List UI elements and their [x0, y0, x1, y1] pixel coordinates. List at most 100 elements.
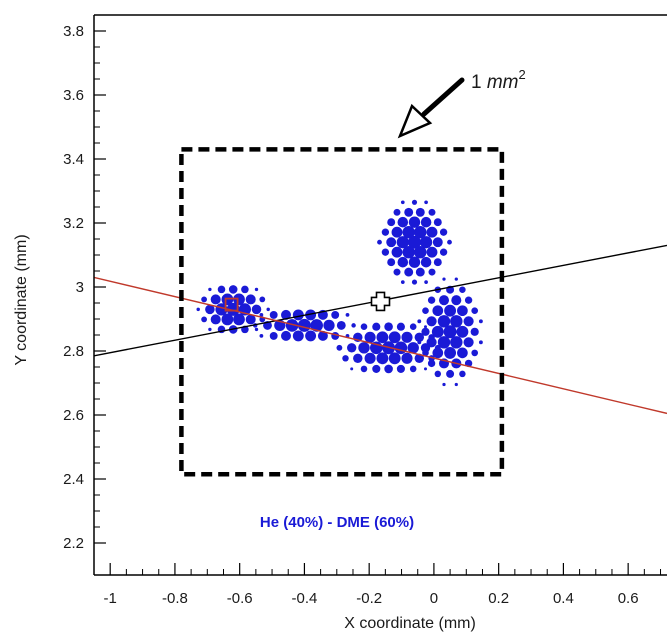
data-point [442, 277, 446, 281]
data-point [450, 315, 463, 328]
y-tick-labels: 2.2 2.4 2.6 2.8 3 3.2 3.4 3.6 3.8 [63, 23, 84, 552]
data-point [388, 352, 401, 365]
callout-label: 1 mm2 [471, 67, 526, 93]
data-point [391, 246, 403, 258]
data-point [442, 382, 446, 387]
data-point [381, 228, 390, 236]
x-tick-label: -1 [104, 590, 117, 607]
data-point [404, 207, 414, 217]
data-point [451, 295, 462, 306]
data-point [351, 323, 356, 328]
data-point [478, 340, 483, 345]
data-point [388, 331, 401, 344]
data-point [245, 314, 256, 325]
data-point [408, 216, 421, 228]
legend-label: He (40%) - DME (60%) [260, 514, 414, 531]
data-point [402, 225, 415, 239]
data-point [205, 304, 215, 315]
data-point [376, 352, 389, 365]
data-point [464, 296, 473, 304]
data-point [384, 364, 393, 374]
callout-arrow [397, 77, 465, 139]
callout-unit: mm [487, 72, 519, 93]
data-point [310, 319, 323, 332]
x-axis-title: X coordinate (mm) [344, 615, 476, 632]
data-point [415, 207, 425, 217]
data-point [432, 237, 443, 248]
data-point [426, 226, 438, 238]
data-point [454, 277, 458, 281]
data-point [438, 295, 450, 306]
data-point [459, 370, 466, 378]
y-tick-label: 3.2 [63, 215, 84, 232]
data-point [336, 344, 343, 351]
data-point [384, 322, 393, 332]
data-point [444, 304, 457, 317]
data-point [372, 364, 381, 373]
data-point [376, 331, 389, 344]
data-point [400, 280, 405, 284]
y-tick-label: 3.4 [63, 151, 84, 168]
data-point [454, 382, 458, 387]
data-point [433, 258, 442, 267]
data-point [358, 342, 370, 354]
data-point [415, 267, 425, 277]
data-point [426, 337, 437, 348]
data-point [437, 315, 451, 328]
data-point [342, 355, 349, 362]
data-point [431, 325, 444, 338]
data-point [463, 316, 474, 327]
data-point [419, 236, 433, 249]
data-point [226, 302, 240, 316]
x-tick-labels: -1 -0.8 -0.6 -0.4 -0.2 0 0.2 0.4 0.6 [104, 590, 639, 607]
data-point [401, 331, 413, 343]
data-point [353, 353, 363, 364]
data-point [391, 226, 403, 238]
data-point [305, 330, 317, 342]
data-point [463, 337, 474, 348]
data-point [424, 367, 427, 371]
data-point [393, 208, 401, 216]
data-point [450, 336, 463, 349]
data-point [414, 353, 425, 364]
data-point [408, 235, 421, 249]
data-point [305, 309, 317, 321]
data-point [254, 287, 259, 292]
data-point [397, 256, 409, 268]
callout-exponent: 2 [519, 67, 526, 82]
centroid-cross-marker [370, 291, 391, 312]
data-point [285, 319, 299, 332]
data-point [201, 316, 207, 323]
data-point [470, 327, 479, 336]
data-point [233, 293, 245, 306]
data-point [471, 349, 479, 357]
data-point [317, 330, 328, 341]
data-point [433, 218, 442, 227]
x-tick-label: -0.6 [227, 590, 253, 607]
data-point [471, 307, 479, 315]
data-point [292, 330, 304, 342]
data-point [427, 359, 436, 368]
data-point [269, 331, 278, 340]
data-point [417, 319, 422, 324]
data-point [269, 310, 278, 319]
data-point [266, 307, 270, 312]
data-point [459, 286, 466, 293]
data-point [396, 236, 409, 249]
data-point [424, 200, 428, 205]
y-tick-label: 2.2 [63, 535, 84, 552]
data-point [437, 336, 451, 349]
data-point [360, 365, 368, 373]
data-point [443, 325, 457, 339]
data-point [210, 314, 221, 325]
data-point [420, 256, 432, 268]
data-point [393, 268, 401, 276]
data-point [457, 305, 468, 317]
x-tick-label: 0.2 [488, 590, 509, 607]
data-point [424, 325, 427, 329]
electron-points [196, 199, 483, 387]
data-point [245, 294, 256, 305]
data-point [414, 225, 427, 239]
y-tick-label: 3.8 [63, 23, 84, 40]
